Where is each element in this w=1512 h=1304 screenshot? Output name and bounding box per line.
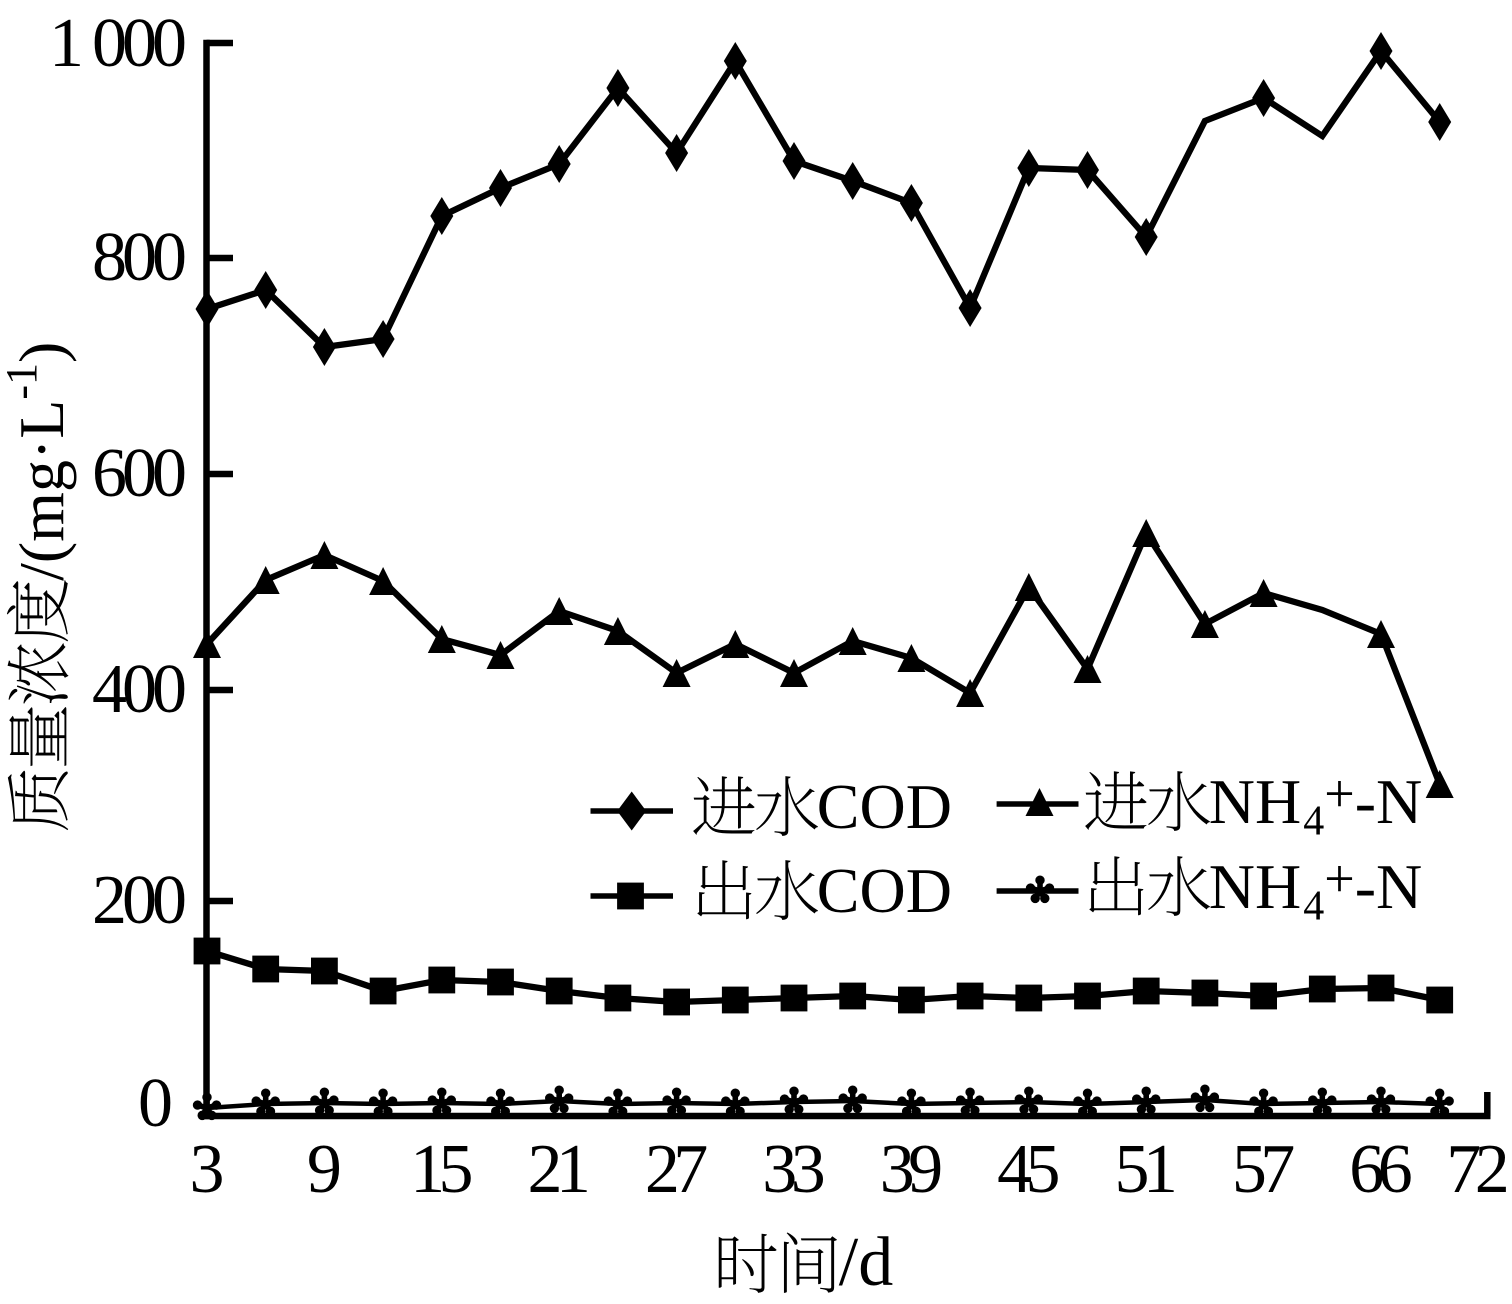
svg-text:COD: COD — [817, 855, 952, 926]
svg-text:COD: COD — [817, 771, 952, 842]
svg-text:400: 400 — [92, 651, 187, 728]
svg-text:200: 200 — [92, 862, 187, 939]
svg-text:33: 33 — [762, 1131, 825, 1208]
svg-text:21: 21 — [528, 1131, 591, 1208]
svg-text:0: 0 — [138, 1065, 173, 1142]
svg-text:600: 600 — [92, 435, 187, 512]
svg-text:72: 72 — [1446, 1131, 1509, 1208]
svg-text:51: 51 — [1115, 1131, 1178, 1208]
svg-text:9: 9 — [307, 1131, 342, 1208]
svg-text:66: 66 — [1349, 1131, 1412, 1208]
svg-text:15: 15 — [410, 1131, 473, 1208]
svg-text:000: 000 — [92, 5, 187, 82]
svg-text:3: 3 — [190, 1131, 225, 1208]
svg-text:1: 1 — [49, 5, 84, 82]
svg-text:/d: /d — [839, 1224, 893, 1299]
svg-text:27: 27 — [645, 1131, 708, 1208]
svg-text:57: 57 — [1232, 1131, 1295, 1208]
svg-text:45: 45 — [997, 1131, 1060, 1208]
svg-text:39: 39 — [880, 1131, 943, 1208]
svg-text:800: 800 — [92, 219, 187, 296]
